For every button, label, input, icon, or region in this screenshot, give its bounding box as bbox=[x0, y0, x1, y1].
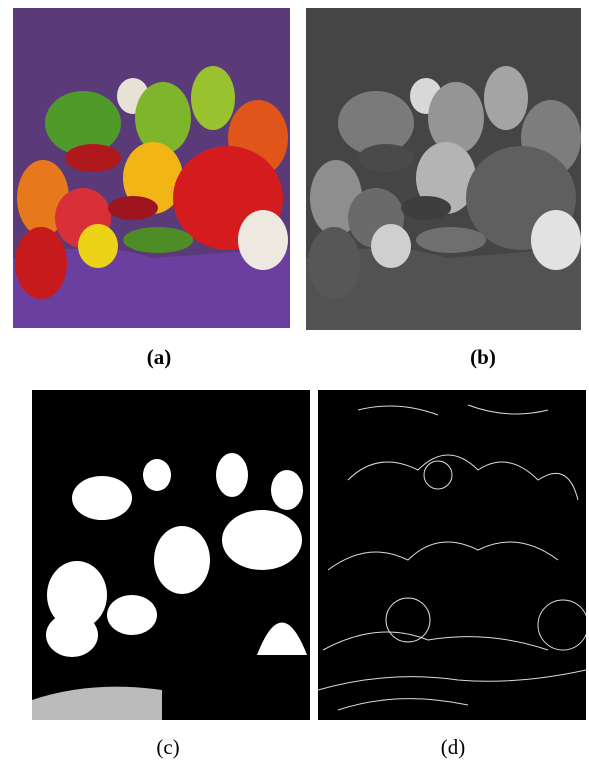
grayscale-image bbox=[306, 8, 581, 330]
panel-label: (d) bbox=[423, 735, 483, 760]
panel-label: (b) bbox=[453, 345, 513, 370]
figure: {"panels": [{"label": "(a)"}, {"label": … bbox=[0, 0, 589, 767]
panel-label: (c) bbox=[138, 735, 198, 760]
edge-image bbox=[318, 390, 586, 720]
panel-label: (a) bbox=[129, 345, 189, 370]
color-image bbox=[13, 8, 290, 328]
binary-image bbox=[32, 390, 310, 720]
